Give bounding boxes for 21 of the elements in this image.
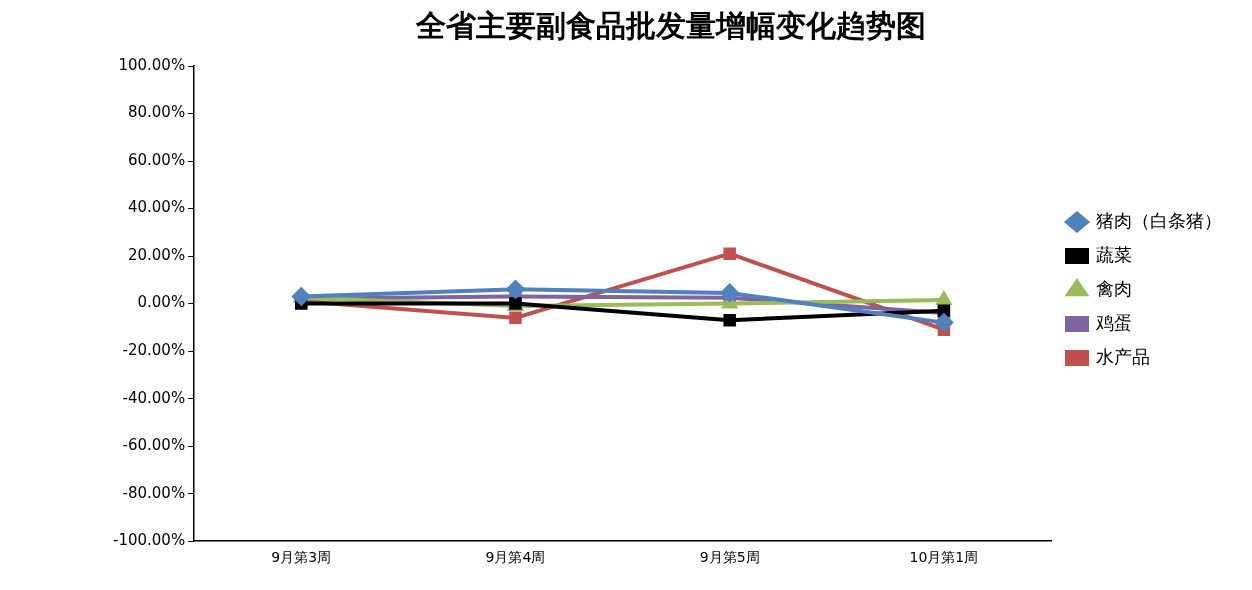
legend-label: 水产品	[1096, 345, 1150, 367]
legend-label: 鸡蛋	[1095, 311, 1132, 333]
y-tick-label: 40.00%	[127, 198, 186, 217]
y-tick-label: -60.00%	[122, 436, 186, 455]
y-tick-label: 20.00%	[127, 245, 186, 264]
x-tick-label: 9月第3周	[271, 549, 332, 566]
y-tick-label: -80.00%	[122, 483, 186, 502]
x-tick-label: 10月第1周	[909, 549, 979, 566]
x-tick-label: 9月第4周	[485, 549, 546, 566]
y-tick-label: -40.00%	[122, 388, 186, 407]
legend-label: 蔬菜	[1096, 243, 1132, 265]
y-tick-label: -100.00%	[112, 531, 186, 550]
legend-label: 猪肉（白条猪）	[1096, 209, 1222, 231]
y-tick-label: 60.00%	[127, 150, 186, 169]
x-tick-label: 9月第5周	[699, 549, 760, 566]
legend-label: 禽肉	[1096, 277, 1132, 299]
chart-title: 全省主要副食品批发量增幅变化趋势图	[415, 7, 926, 43]
y-tick-label: 0.00%	[137, 293, 186, 312]
y-tick-label: 100.00%	[118, 55, 186, 74]
y-tick-label: 80.00%	[127, 103, 186, 122]
y-tick-label: -20.00%	[122, 341, 186, 360]
